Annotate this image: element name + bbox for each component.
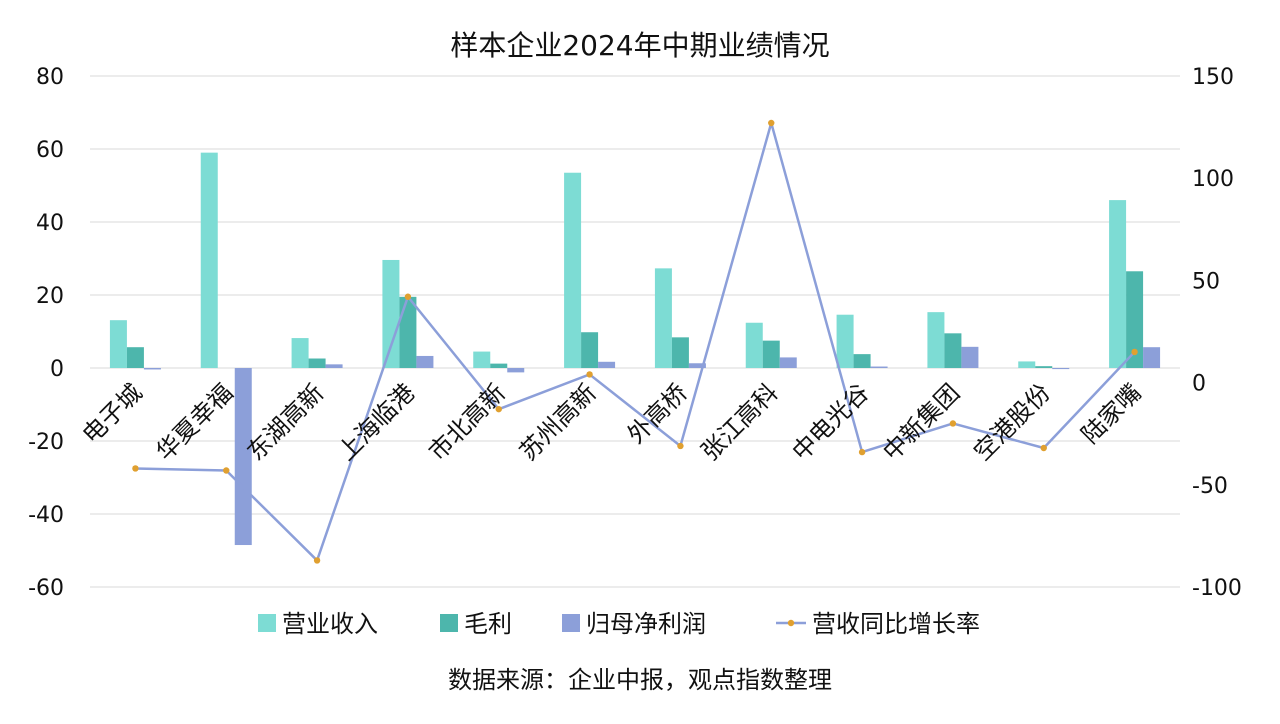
bar-营业收入 — [1018, 361, 1036, 368]
bar-归母净利润 — [688, 363, 706, 368]
bar-营业收入 — [291, 338, 309, 368]
right-tick-label: 0 — [1192, 372, 1206, 397]
category-label: 空港股份 — [968, 378, 1056, 466]
bar-营业收入 — [564, 172, 582, 368]
growth-point — [586, 371, 593, 378]
growth-line-path — [135, 121, 1136, 562]
legend-swatch — [562, 614, 580, 632]
bar-毛利 — [1126, 271, 1144, 368]
bar-归母净利润 — [961, 346, 979, 368]
bar-归母净利润 — [870, 366, 888, 368]
growth-point — [677, 442, 684, 450]
bar-毛利 — [308, 358, 326, 368]
bar-毛利 — [581, 332, 599, 368]
growth-point — [132, 465, 139, 472]
bar-毛利 — [1035, 366, 1053, 368]
bar-归母净利润 — [507, 368, 525, 373]
growth-point — [223, 467, 230, 474]
legend-label: 营收同比增长率 — [812, 610, 980, 638]
legend-label: 归母净利润 — [586, 610, 706, 638]
right-tick-label: 100 — [1192, 167, 1234, 192]
bar-毛利 — [399, 296, 417, 368]
bar-归母净利润 — [143, 368, 161, 370]
legend: 营业收入 毛利 归母净利润 营收同比增长率 — [258, 610, 980, 638]
category-label: 华夏幸福 — [151, 378, 239, 466]
growth-point — [495, 405, 502, 413]
bar-营业收入 — [200, 152, 218, 368]
category-label: 东湖高新 — [242, 378, 330, 466]
right-axis: 150 100 50 0 -50 -100 — [1192, 65, 1242, 601]
right-tick-label: -50 — [1192, 474, 1228, 499]
bar-毛利 — [944, 333, 962, 368]
bar-归母净利润 — [416, 355, 434, 368]
legend-label: 毛利 — [464, 610, 512, 638]
bar-归母净利润 — [1143, 347, 1161, 368]
left-axis: 80 60 40 20 0 -20 -40 -60 — [28, 65, 64, 601]
left-tick-label: -60 — [28, 576, 64, 601]
left-tick-label: 60 — [36, 138, 64, 163]
bar-归母净利润 — [325, 364, 343, 368]
category-label: 电子城 — [77, 378, 148, 449]
bar-毛利 — [126, 347, 144, 368]
bar-营业收入 — [382, 259, 400, 368]
growth-point — [313, 557, 321, 564]
chart-title: 样本企业2024年中期业绩情况 — [450, 29, 829, 62]
bar-营业收入 — [1109, 200, 1127, 368]
left-tick-label: 20 — [36, 284, 64, 309]
bar-营业收入 — [836, 314, 854, 368]
right-tick-label: 150 — [1192, 65, 1234, 90]
growth-line — [132, 119, 1138, 564]
bar-营业收入 — [654, 268, 672, 368]
right-tick-label: -100 — [1192, 576, 1242, 601]
growth-point — [1040, 444, 1047, 452]
legend-marker — [787, 619, 795, 627]
bar-归母净利润 — [234, 368, 252, 546]
left-tick-label: -20 — [28, 430, 64, 455]
legend-swatch — [440, 614, 458, 632]
bar-归母净利润 — [1052, 368, 1070, 370]
bar-归母净利润 — [598, 361, 616, 368]
category-label: 张江高科 — [696, 378, 784, 466]
category-label: 苏州高新 — [514, 378, 602, 466]
legend-swatch — [258, 614, 276, 632]
bars — [109, 152, 1161, 546]
growth-point — [858, 448, 866, 456]
growth-point — [949, 420, 957, 427]
legend-label: 营业收入 — [282, 610, 378, 638]
category-label: 市北高新 — [423, 378, 511, 466]
category-label: 陆家嘴 — [1076, 378, 1147, 449]
growth-point — [1131, 348, 1138, 356]
right-tick-label: 50 — [1192, 269, 1220, 294]
growth-point — [404, 293, 412, 300]
growth-point — [768, 119, 775, 127]
left-tick-label: 0 — [50, 357, 64, 382]
bar-营业收入 — [473, 351, 491, 368]
bar-毛利 — [853, 354, 871, 368]
bar-归母净利润 — [779, 357, 797, 368]
bar-营业收入 — [927, 312, 945, 368]
bar-营业收入 — [109, 320, 127, 368]
left-tick-label: 80 — [36, 65, 64, 90]
left-tick-label: 40 — [36, 211, 64, 236]
bar-毛利 — [762, 340, 780, 368]
gridlines — [90, 75, 1180, 588]
bar-营业收入 — [745, 322, 763, 368]
left-tick-label: -40 — [28, 503, 64, 528]
bar-毛利 — [490, 363, 508, 368]
source-note: 数据来源：企业中报，观点指数整理 — [448, 666, 832, 694]
bar-毛利 — [671, 337, 689, 368]
